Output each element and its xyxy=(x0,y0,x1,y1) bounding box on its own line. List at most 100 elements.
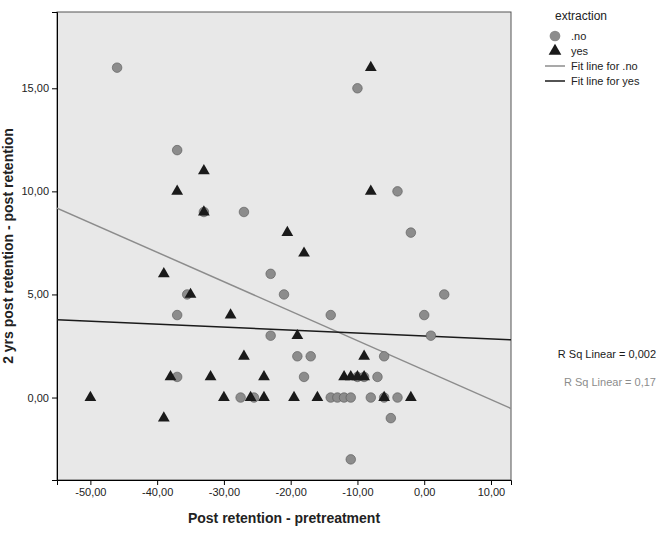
point xyxy=(366,393,376,403)
y-axis-title: 2 yrs post retention - post retention xyxy=(0,128,16,364)
point xyxy=(266,269,276,279)
y-tick: 0,00 xyxy=(28,392,57,404)
point xyxy=(158,267,170,277)
x-tick: -30,00 xyxy=(209,480,240,498)
point xyxy=(393,187,403,197)
point xyxy=(291,329,303,339)
point xyxy=(373,372,383,382)
y-tick: 15,00 xyxy=(21,82,57,94)
point xyxy=(112,63,122,73)
x-tick-mark xyxy=(357,480,358,485)
annotation: R Sq Linear = 0,17 xyxy=(564,376,656,388)
x-tick: 0,00 xyxy=(414,480,435,498)
x-tick-mark xyxy=(157,480,158,485)
x-tick-label: -10,00 xyxy=(342,486,373,498)
y-tick-mark xyxy=(52,294,57,295)
point xyxy=(158,411,170,421)
point xyxy=(225,308,237,318)
x-tick: 10,00 xyxy=(478,480,506,498)
annotation: R Sq Linear = 0,002 xyxy=(558,348,656,360)
x-axis-line xyxy=(58,481,512,486)
point xyxy=(439,290,449,300)
legend-label: yes xyxy=(571,45,589,57)
x-tick-mark xyxy=(424,480,425,485)
point xyxy=(406,228,416,238)
point xyxy=(258,370,270,380)
point xyxy=(84,391,96,401)
x-tick-label: 0,00 xyxy=(414,486,435,498)
point xyxy=(165,370,177,380)
point xyxy=(358,370,370,380)
point xyxy=(266,331,276,341)
legend: extraction .no yes Fit line for .no Fit line… xyxy=(545,9,640,87)
x-axis-title: Post retention - pretreatment xyxy=(188,510,380,526)
y-tick-mark xyxy=(52,88,57,89)
point xyxy=(236,393,246,403)
point xyxy=(258,391,270,401)
x-tick-mark xyxy=(90,480,91,485)
point xyxy=(238,350,250,360)
fit-line xyxy=(57,320,511,340)
point xyxy=(281,226,293,236)
legend-label: Fit line for yes xyxy=(571,75,640,87)
point xyxy=(405,391,417,401)
x-tick: -10,00 xyxy=(342,480,373,498)
y-tick: 10,00 xyxy=(21,185,57,197)
x-tick-mark xyxy=(291,480,292,485)
point xyxy=(172,145,182,155)
x-tick: -40,00 xyxy=(142,480,173,498)
x-tick-label: 10,00 xyxy=(478,486,506,498)
point xyxy=(365,61,377,71)
y-tick-mark xyxy=(52,191,57,192)
point xyxy=(326,310,336,320)
legend-swatch xyxy=(550,31,561,42)
point xyxy=(379,352,389,362)
point xyxy=(311,391,323,401)
point xyxy=(346,393,356,403)
x-axis: -50,00 -40,00 -30,00 -20,00 -10,00 0,00 10,00 xyxy=(58,480,512,498)
point xyxy=(245,391,257,401)
point xyxy=(346,455,356,465)
point xyxy=(218,391,230,401)
legend-swatch xyxy=(545,65,565,67)
point xyxy=(288,391,300,401)
point xyxy=(293,352,303,362)
legend-swatch xyxy=(545,80,565,82)
legend-title: extraction xyxy=(555,9,607,23)
point xyxy=(393,393,403,403)
x-tick-mark xyxy=(491,480,492,485)
y-tick-label: 10,00 xyxy=(21,185,49,197)
x-tick: -20,00 xyxy=(276,480,307,498)
y-tick: 5,00 xyxy=(28,288,57,300)
point xyxy=(279,290,289,300)
point xyxy=(426,331,436,341)
legend-swatch xyxy=(549,44,562,55)
point xyxy=(185,288,197,298)
legend-label: Fit line for .no xyxy=(571,60,638,72)
y-axis-line xyxy=(52,13,58,481)
x-tick-label: -40,00 xyxy=(142,486,173,498)
marks xyxy=(57,61,511,464)
y-tick-label: 5,00 xyxy=(28,288,49,300)
point xyxy=(378,391,390,401)
x-tick-label: -30,00 xyxy=(209,486,240,498)
y-tick-mark xyxy=(52,398,57,399)
point xyxy=(353,83,363,93)
y-axis: 0,00 5,00 10,00 15,00 xyxy=(21,13,57,481)
fit-line xyxy=(57,208,511,408)
point xyxy=(172,310,182,320)
x-tick-label: -20,00 xyxy=(276,486,307,498)
point xyxy=(306,352,316,362)
point xyxy=(419,310,429,320)
point xyxy=(365,185,377,195)
x-tick-mark xyxy=(224,480,225,485)
chart: -50,00-40,00-30,00-20,00-10,000,0010,000… xyxy=(0,0,664,537)
point xyxy=(198,164,210,174)
point xyxy=(358,350,370,360)
point xyxy=(171,185,183,195)
point xyxy=(299,372,309,382)
legend-label: .no xyxy=(571,30,586,42)
x-tick: -50,00 xyxy=(75,480,106,498)
point xyxy=(386,413,396,423)
point xyxy=(298,246,310,256)
